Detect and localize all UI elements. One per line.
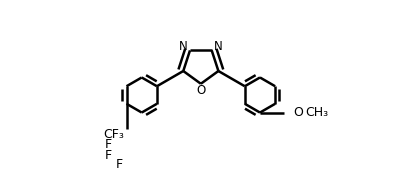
Text: F: F (115, 158, 123, 171)
Text: F: F (105, 138, 111, 151)
Text: CH₃: CH₃ (305, 106, 328, 119)
Text: CF₃: CF₃ (103, 128, 124, 141)
Text: O: O (293, 106, 303, 119)
Text: N: N (214, 40, 222, 53)
Text: F: F (105, 149, 111, 162)
Text: O: O (196, 84, 205, 97)
Text: N: N (179, 40, 188, 53)
